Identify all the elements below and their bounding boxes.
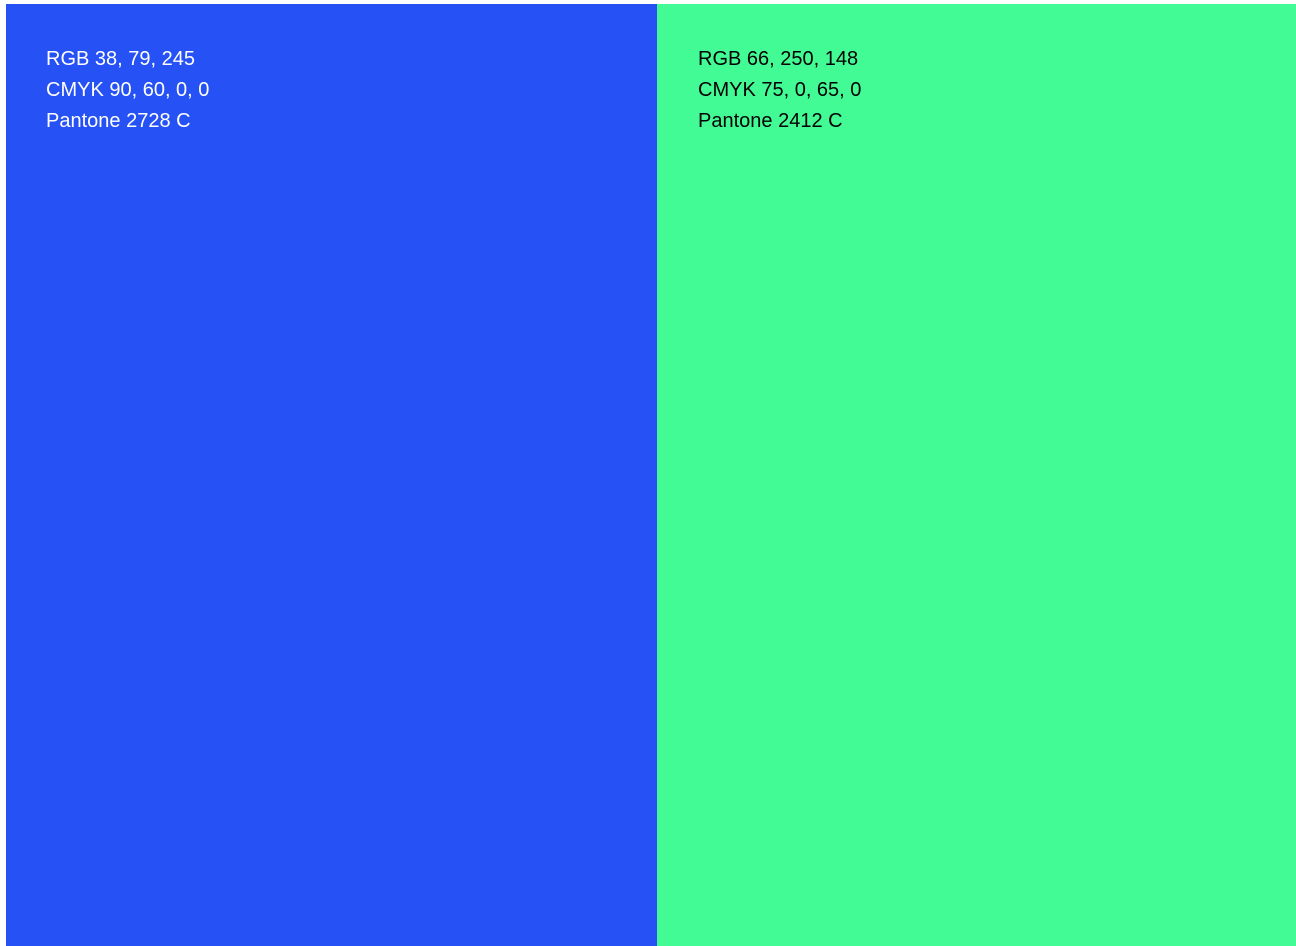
color-palette: RGB 38, 79, 245 CMYK 90, 60, 0, 0 Panton…: [6, 4, 1296, 946]
pantone-value: Pantone 2728 C: [46, 110, 191, 132]
rgb-value: RGB 38, 79, 245: [46, 48, 195, 70]
pantone-value: Pantone 2412 C: [698, 110, 843, 132]
cmyk-value: CMYK 75, 0, 65, 0: [698, 79, 862, 101]
cmyk-value: CMYK 90, 60, 0, 0: [46, 79, 210, 101]
blue-swatch: RGB 38, 79, 245 CMYK 90, 60, 0, 0 Panton…: [6, 4, 657, 946]
rgb-value: RGB 66, 250, 148: [698, 48, 859, 70]
green-swatch: RGB 66, 250, 148 CMYK 75, 0, 65, 0 Panto…: [657, 4, 1296, 946]
